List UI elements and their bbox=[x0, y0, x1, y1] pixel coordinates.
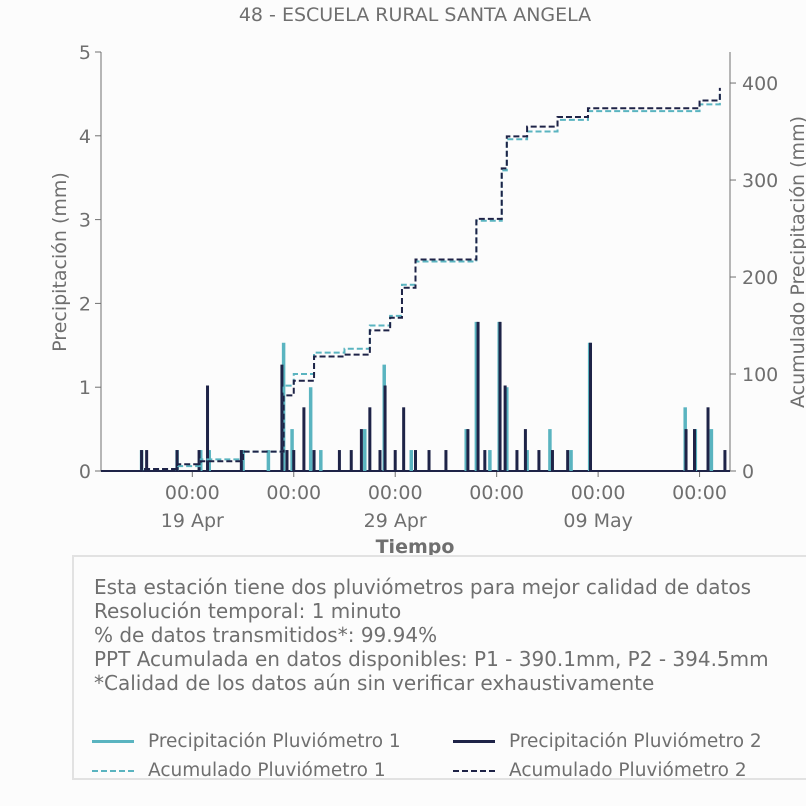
y-left-tick-label: 0 bbox=[79, 461, 91, 483]
legend-label: Acumulado Pluviómetro 2 bbox=[509, 760, 747, 781]
legend-item-acum-p1: Acumulado Pluviómetro 1 bbox=[92, 760, 386, 781]
legend-item-acum-p2: Acumulado Pluviómetro 2 bbox=[453, 760, 747, 781]
x-tick-label-date: 19 Apr bbox=[161, 510, 224, 532]
y-left-tick-label: 2 bbox=[79, 293, 91, 315]
y-left-tick-label: 3 bbox=[79, 210, 91, 232]
legend-swatch bbox=[92, 740, 134, 743]
x-tick-label-time: 00:00 bbox=[368, 482, 423, 504]
chart-title: 48 - ESCUELA RURAL SANTA ANGELA bbox=[239, 4, 591, 26]
legend-swatch bbox=[92, 769, 134, 772]
legend-label: Precipitación Pluviómetro 2 bbox=[509, 731, 762, 752]
y-left-tick-label: 1 bbox=[79, 377, 91, 399]
x-axis-label: Tiempo bbox=[376, 536, 455, 558]
info-line: Esta estación tiene dos pluviómetros par… bbox=[94, 575, 752, 599]
legend-item-p2: Precipitación Pluviómetro 2 bbox=[453, 731, 762, 752]
acum-p1-line bbox=[101, 92, 721, 472]
y-right-tick-label: 300 bbox=[742, 170, 778, 192]
info-line: *Calidad de los datos aún sin verificar … bbox=[94, 671, 655, 695]
y-axis-left-label: Precipitación (mm) bbox=[49, 172, 71, 352]
plot-marks bbox=[101, 87, 730, 472]
x-tick-label-date: 29 Apr bbox=[364, 510, 427, 532]
y-left-tick-label: 5 bbox=[79, 42, 91, 64]
info-line: % de datos transmitidos*: 99.94% bbox=[94, 623, 438, 647]
y-axis-right-label: Acumulado Precipitación (mm) bbox=[787, 116, 806, 408]
x-tick-label-date: 09 May bbox=[563, 510, 633, 532]
x-tick-label-time: 00:00 bbox=[672, 482, 727, 504]
x-tick-label-time: 00:00 bbox=[571, 482, 626, 504]
info-box: Esta estación tiene dos pluviómetros par… bbox=[72, 555, 806, 781]
info-line: PPT Acumulada en datos disponibles: P1 -… bbox=[94, 647, 769, 671]
y-right-tick-label: 400 bbox=[742, 73, 778, 95]
legend-swatch bbox=[453, 740, 495, 743]
y-right-tick-label: 200 bbox=[742, 267, 778, 289]
acum-p2-line bbox=[101, 87, 721, 472]
x-tick-label-time: 00:00 bbox=[165, 482, 220, 504]
y-right-tick-label: 0 bbox=[742, 461, 754, 483]
info-text: Esta estación tiene dos pluviómetros par… bbox=[94, 575, 769, 695]
y-right-tick-label: 100 bbox=[742, 364, 778, 386]
legend-swatch bbox=[453, 769, 495, 772]
x-tick-label-time: 00:00 bbox=[266, 482, 321, 504]
y-left-tick-label: 4 bbox=[79, 126, 91, 148]
info-line: Resolución temporal: 1 minuto bbox=[94, 599, 402, 623]
legend-label: Acumulado Pluviómetro 1 bbox=[148, 760, 386, 781]
legend-item-p1: Precipitación Pluviómetro 1 bbox=[92, 731, 401, 752]
legend-label: Precipitación Pluviómetro 1 bbox=[148, 731, 401, 752]
x-tick-label-time: 00:00 bbox=[469, 482, 524, 504]
axes: 0 1 2 3 4 5 0 100 200 300 400 00:00 19 Apr 00:00 00:00… bbox=[79, 42, 778, 532]
